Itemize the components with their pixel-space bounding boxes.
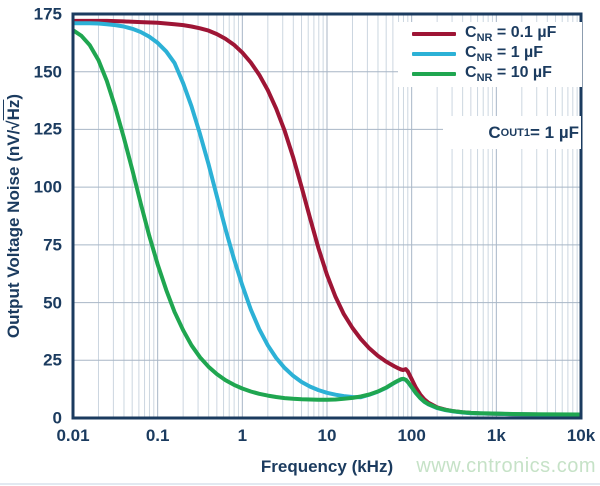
- curve-10uF: [73, 28, 581, 417]
- plot-frame: [71, 12, 583, 420]
